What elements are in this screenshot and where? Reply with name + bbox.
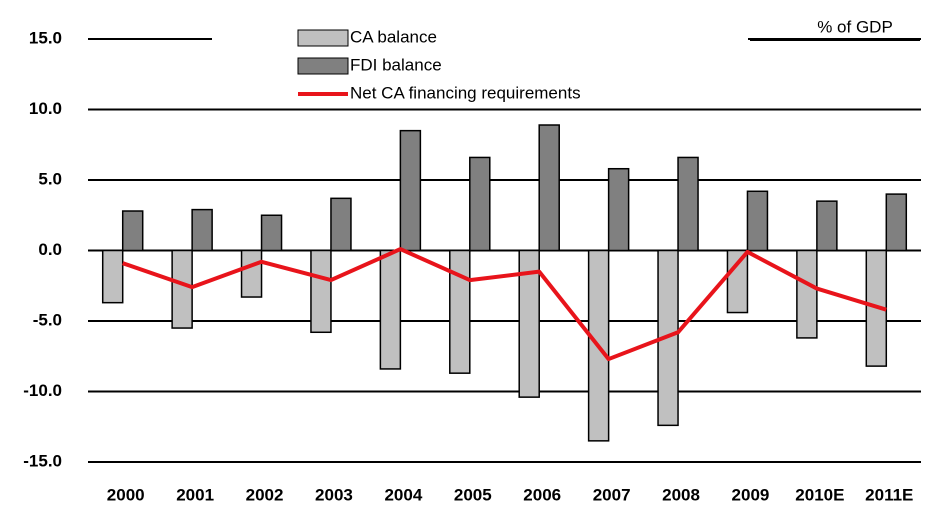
bar bbox=[677, 156, 699, 252]
y-tick-label: 0.0 bbox=[38, 240, 62, 259]
x-tick-label: 2011E bbox=[865, 485, 913, 504]
bar bbox=[330, 197, 352, 252]
bar bbox=[796, 249, 818, 339]
y-tick-label: -5.0 bbox=[33, 310, 62, 329]
legend-swatch bbox=[297, 57, 349, 75]
y-tick-label: 5.0 bbox=[38, 169, 62, 188]
bar bbox=[240, 249, 263, 298]
x-tick-label: 2010E bbox=[795, 485, 844, 504]
x-tick-label: 2007 bbox=[593, 485, 631, 504]
bar bbox=[101, 249, 124, 304]
legend-label: Net CA financing requirements bbox=[350, 83, 581, 102]
bar bbox=[816, 200, 838, 252]
bar bbox=[310, 249, 332, 334]
bar bbox=[260, 214, 283, 252]
bar bbox=[885, 193, 908, 252]
legend-label: CA balance bbox=[350, 27, 437, 46]
bar bbox=[449, 249, 471, 374]
y-tick-label: 15.0 bbox=[29, 28, 62, 47]
legend: CA balance FDI balance Net CA financing re… bbox=[212, 22, 748, 108]
x-tick-label: 2003 bbox=[315, 485, 353, 504]
bar bbox=[121, 210, 144, 252]
bar bbox=[191, 208, 213, 252]
x-tick-label: 2002 bbox=[246, 485, 284, 504]
x-tick-label: 2000 bbox=[107, 485, 145, 504]
bar bbox=[379, 249, 402, 370]
x-tick-label: 2001 bbox=[176, 485, 214, 504]
y-tick-label: -10.0 bbox=[23, 381, 62, 400]
bar bbox=[746, 190, 769, 252]
x-tick-label: 2004 bbox=[384, 485, 422, 504]
x-tick-label: 2006 bbox=[523, 485, 561, 504]
bar bbox=[171, 249, 193, 329]
bar bbox=[538, 124, 560, 252]
x-tick-label: 2005 bbox=[454, 485, 492, 504]
x-tick-label: 2008 bbox=[662, 485, 700, 504]
bar bbox=[726, 249, 749, 314]
line bbox=[122, 247, 887, 362]
bar bbox=[518, 249, 540, 398]
legend-label: FDI balance bbox=[350, 55, 442, 74]
bar bbox=[607, 167, 630, 252]
bar bbox=[399, 129, 422, 252]
legend-swatch bbox=[297, 29, 349, 47]
annotation: % of GDP bbox=[817, 17, 893, 36]
x-tick-label: 2009 bbox=[732, 485, 770, 504]
y-tick-label: -15.0 bbox=[23, 451, 62, 470]
y-tick-label: 10.0 bbox=[29, 99, 62, 118]
bar bbox=[469, 156, 491, 252]
